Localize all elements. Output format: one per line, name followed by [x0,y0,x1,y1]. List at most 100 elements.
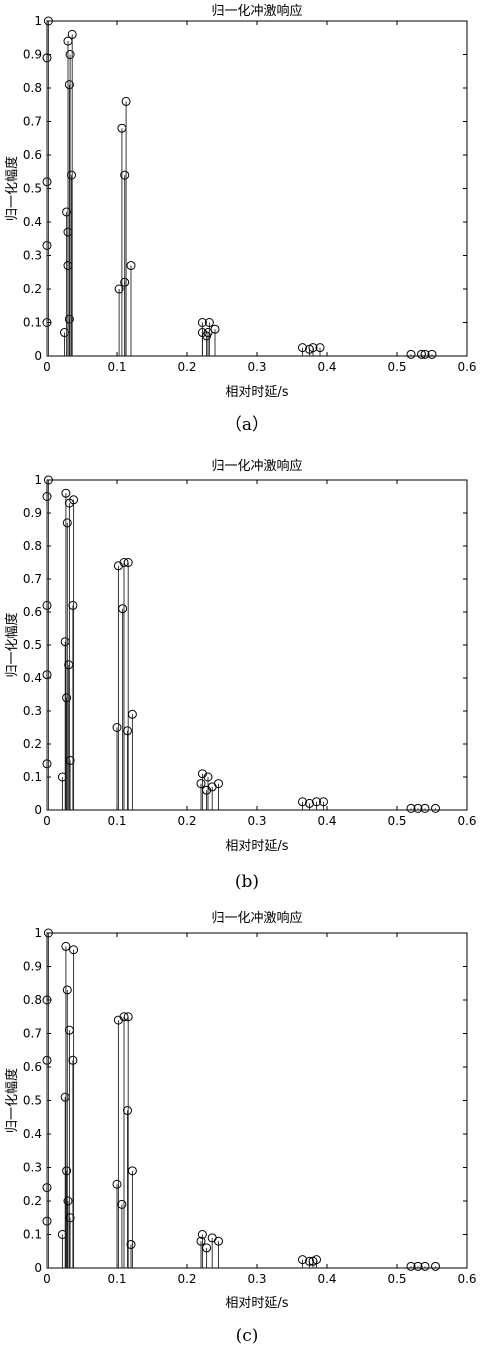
stem-marker [123,1012,133,1022]
x-tick-label: 0.2 [177,360,196,374]
stem-marker [67,29,77,39]
stem-marker [298,343,307,353]
y-tick-label: 0.3 [23,1161,42,1175]
stem-marker [69,945,79,955]
stem-marker [65,50,75,59]
x-tick-label: 0.2 [177,814,196,828]
stem-marker [126,1240,136,1250]
stem-marker [127,1166,137,1176]
y-tick-label: 0.7 [23,572,42,586]
stem-marker [63,1196,73,1206]
stem-marker [420,803,430,813]
stem-marker [43,475,53,485]
y-tick-label: 1 [34,473,42,487]
stem-marker [203,772,213,782]
y-tick-label: 0.6 [23,605,42,619]
x-tick-label: 0.3 [247,360,266,374]
stem-marker [62,693,72,703]
stem-marker [431,803,440,813]
figure-caption: (c) [236,1326,259,1346]
y-tick-label: 0.8 [23,539,42,553]
x-tick-label: 0.6 [457,1272,476,1286]
stem-marker [413,1261,423,1271]
plot-area-frame [46,20,468,357]
stem-marker [308,343,318,353]
stem-marker [112,1179,122,1189]
stem-marker [202,1243,212,1253]
x-tick-label: 0.4 [317,360,336,374]
stem-marker [127,709,137,719]
stem-marker [214,779,223,789]
stem-marker [305,798,314,808]
stem-marker [204,318,214,327]
y-tick-label: 0.1 [23,316,42,330]
x-tick-label: 0.1 [107,360,126,374]
plot-area-frame [46,932,468,1269]
stem-marker [312,1255,321,1265]
stem-marker [43,928,53,938]
stem-marker [61,488,71,498]
y-tick-label: 0.6 [23,148,42,162]
figure-caption: （a） [225,415,269,435]
stem-marker [305,1256,314,1266]
stem-marker [67,170,76,180]
y-tick-label: 0.4 [23,1127,42,1141]
y-tick-label: 0.9 [23,48,42,62]
y-tick-label: 0.9 [23,960,42,974]
y-tick-label: 0.2 [23,1194,42,1208]
stem-marker [42,995,52,1005]
stem-marker [123,1106,132,1116]
x-axis-label: 相对时延/s [225,1296,288,1311]
stem-marker [406,1261,416,1271]
figure-caption: (b) [235,872,259,892]
stem-marker [406,349,416,359]
stem-marker [196,779,206,789]
stem-marker [62,1166,72,1176]
stem-marker [120,170,130,180]
y-tick-label: 0.6 [23,1060,42,1074]
stem-marker [68,1055,78,1065]
x-tick-label: 0.6 [457,814,476,828]
x-tick-label: 0 [43,360,51,374]
x-axis-label: 相对时延/s [225,839,288,854]
x-axis-label: 相对时延/s [225,385,288,400]
stem-marker [312,797,321,807]
y-axis-label: 归一化幅度 [4,1068,20,1133]
y-tick-label: 0.7 [23,115,42,129]
chart-title: 归一化冲激响应 [211,458,302,474]
y-tick-label: 0.3 [23,704,42,718]
stem-marker [406,803,416,813]
stem-marker [114,284,124,294]
y-tick-label: 0.8 [23,81,42,95]
y-tick-label: 0 [34,1261,42,1275]
chart-panel-2: 归一化冲激响应 0 0.1 0.2 0.3 0.4 0.5 0.6 0 0.1 0.2 0.3 0.4 0… [4,910,477,1346]
stem-marker [420,349,430,359]
y-tick-label: 0.9 [23,506,42,520]
y-tick-label: 0.3 [23,249,42,263]
y-tick-label: 0.5 [23,1094,42,1108]
stem-marker [315,343,325,353]
stem-marker [61,941,71,951]
y-tick-label: 1 [34,14,42,28]
x-tick-label: 0.3 [247,1272,266,1286]
stem-marker [62,207,72,217]
stem-marker [420,1261,430,1271]
stem-marker [62,985,72,995]
y-axis-label: 归一化幅度 [4,156,20,221]
stem-marker [417,349,426,359]
y-tick-label: 0.2 [23,737,42,751]
stem-marker [126,261,136,271]
stem-marker [42,492,52,501]
x-tick-label: 0 [43,814,51,828]
stem-marker [42,53,52,63]
stem-marker [64,80,74,90]
stem-marker [123,726,132,736]
stem-marker [298,1255,307,1265]
x-tick-label: 0.6 [457,360,476,374]
stem-marker [197,318,207,327]
stem-marker [112,723,122,732]
x-tick-label: 0.4 [317,814,336,828]
y-tick-label: 1 [34,926,42,940]
y-axis-label: 归一化幅度 [4,612,20,677]
